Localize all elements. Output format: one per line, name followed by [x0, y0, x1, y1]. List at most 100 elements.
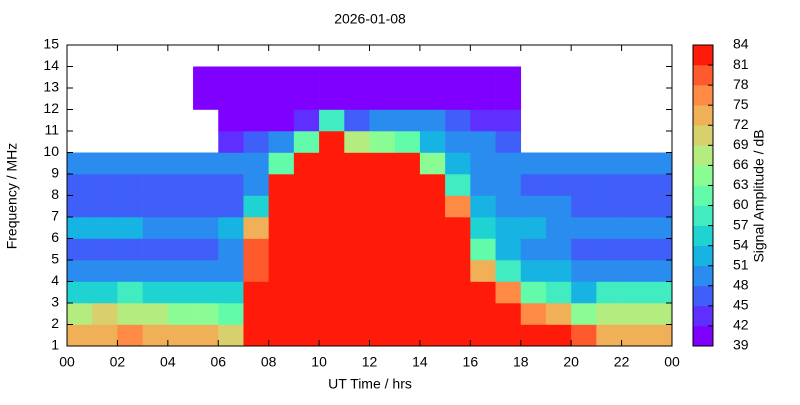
colorbar-tick-label: 57	[733, 216, 749, 232]
heat-cell	[268, 303, 295, 325]
colorbar-swatch	[693, 185, 713, 206]
heat-cell	[218, 174, 244, 196]
colorbar-tick-label: 72	[733, 116, 749, 132]
heat-cell	[142, 260, 169, 282]
y-tick-label: 3	[51, 294, 59, 310]
heat-cell	[268, 109, 295, 132]
colorbar-swatch	[693, 145, 713, 166]
heat-cell	[319, 131, 345, 153]
heat-cell	[67, 174, 93, 196]
colorbar-tick-label: 69	[733, 136, 749, 152]
heat-cell	[520, 152, 547, 175]
heat-cell	[495, 281, 522, 304]
colorbar-tick-label: 63	[733, 176, 749, 192]
y-tick-label: 7	[51, 208, 59, 224]
y-tick-label: 4	[51, 272, 59, 288]
heat-cell	[445, 152, 471, 175]
heat-cell	[495, 88, 522, 110]
heat-cell	[545, 324, 572, 347]
heat-cell	[117, 238, 143, 261]
heat-cell	[445, 174, 471, 196]
heat-cell	[369, 195, 396, 218]
heat-cell	[142, 174, 169, 196]
colorbar-tick-label: 66	[733, 156, 749, 172]
x-tick-label: 08	[261, 354, 277, 370]
heat-cell	[268, 174, 295, 196]
heat-cell	[571, 324, 597, 347]
heat-cell	[419, 303, 446, 325]
heat-cell	[596, 324, 622, 347]
heat-cell	[319, 109, 345, 132]
heat-cell	[419, 324, 446, 347]
heat-cell	[319, 152, 345, 175]
heat-cell	[470, 324, 496, 347]
heat-cell	[369, 281, 396, 304]
heat-cell	[319, 174, 345, 196]
heat-cell	[193, 174, 219, 196]
heat-cell	[545, 238, 572, 261]
heat-cell	[293, 109, 320, 132]
heat-cell	[470, 281, 496, 304]
heat-cell	[596, 303, 622, 325]
heat-cell	[394, 66, 421, 89]
heat-cell	[243, 195, 269, 218]
heat-cell	[646, 174, 673, 196]
heat-cell	[142, 217, 169, 239]
heat-cell	[243, 260, 269, 282]
heat-cell	[621, 260, 648, 282]
heat-cell	[344, 88, 370, 110]
heat-cell	[92, 281, 118, 304]
heat-cell	[495, 152, 522, 175]
colorbar-swatch	[693, 285, 713, 307]
heat-cell	[344, 238, 370, 261]
colorbar-tick-label: 81	[733, 56, 749, 72]
heat-cell	[571, 217, 597, 239]
x-tick-label: 00	[664, 354, 680, 370]
heat-cell	[470, 152, 496, 175]
heat-cell	[218, 303, 244, 325]
heat-cell	[67, 260, 93, 282]
heat-cell	[167, 152, 194, 175]
colorbar-tick-label: 78	[733, 76, 749, 92]
heat-cell	[445, 281, 471, 304]
heat-cell	[394, 109, 421, 132]
heat-cell	[92, 260, 118, 282]
heat-cell	[293, 174, 320, 196]
heat-cell	[369, 217, 396, 239]
heat-cell	[293, 88, 320, 110]
heat-cell	[344, 281, 370, 304]
heat-cell	[193, 238, 219, 261]
heat-cell	[67, 281, 93, 304]
heat-cell	[419, 66, 446, 89]
heat-cell	[545, 217, 572, 239]
heat-cell	[621, 174, 648, 196]
heat-cell	[319, 281, 345, 304]
heat-cell	[193, 195, 219, 218]
heat-cell	[495, 131, 522, 153]
heat-cell	[218, 281, 244, 304]
heat-cell	[142, 281, 169, 304]
heat-cell	[495, 260, 522, 282]
heat-cell	[470, 260, 496, 282]
heat-cell	[243, 281, 269, 304]
heat-cell	[621, 217, 648, 239]
heat-cell	[470, 217, 496, 239]
heat-cell	[243, 131, 269, 153]
heat-cell	[646, 260, 673, 282]
heat-cell	[142, 195, 169, 218]
y-tick-label: 11	[44, 122, 59, 138]
heat-cell	[167, 174, 194, 196]
heat-cell	[67, 217, 93, 239]
heat-cell	[621, 303, 648, 325]
heat-cell	[344, 174, 370, 196]
heat-cell	[621, 152, 648, 175]
heat-cell	[268, 281, 295, 304]
heat-cell	[319, 260, 345, 282]
heat-cell	[646, 324, 673, 347]
heat-cell	[545, 303, 572, 325]
heat-cell	[218, 238, 244, 261]
heat-cell	[218, 88, 244, 110]
heat-cell	[369, 303, 396, 325]
colorbar-swatch	[693, 165, 713, 186]
